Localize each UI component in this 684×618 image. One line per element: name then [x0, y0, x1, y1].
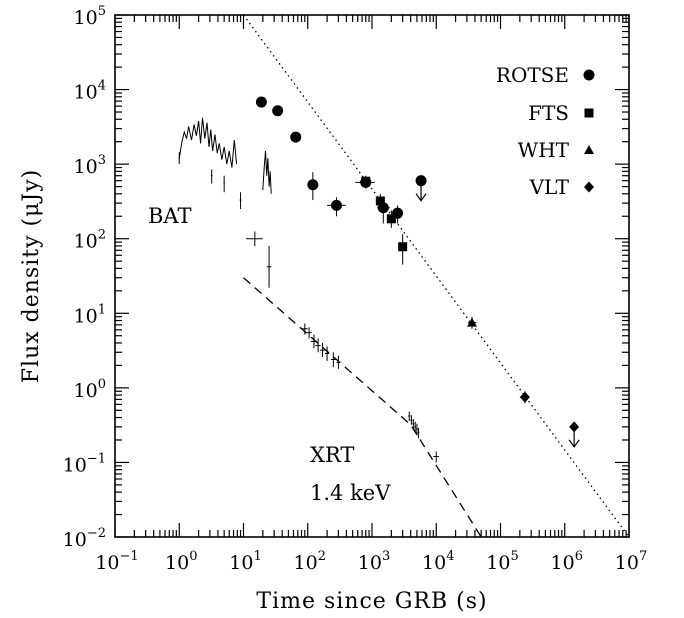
fts-point: [375, 193, 385, 212]
xrt-point: [324, 346, 330, 361]
x-tick-label: 106: [551, 549, 583, 574]
legend-label-wht: WHT: [518, 138, 570, 162]
wht-marker: [466, 317, 477, 327]
x-tick-label: 10−1: [95, 549, 138, 574]
y-tick-label: 101: [74, 302, 106, 327]
wht-series: [466, 316, 477, 329]
x-tick-label: 102: [294, 549, 326, 574]
rotse-point: [272, 105, 284, 117]
legend-marker-fts: [584, 108, 594, 118]
y-axis-title: Flux density (μJy): [19, 169, 44, 383]
rotse-point: [307, 172, 319, 201]
rotse-marker: [272, 105, 284, 117]
data-marks: [178, 96, 580, 463]
major-ticks: [114, 14, 630, 538]
x-axis-title: Time since GRB (s): [256, 589, 487, 614]
rotse-marker: [255, 96, 267, 108]
xrt-point: [306, 327, 312, 339]
x-tick-label: 100: [165, 549, 197, 574]
vlt-point: [519, 391, 530, 404]
fit-lines: [242, 14, 630, 538]
fts-marker: [398, 242, 408, 252]
bat-point: [210, 169, 213, 184]
xrt-point: [310, 334, 317, 349]
xrt-series: [301, 323, 439, 463]
x-tick-label: 105: [486, 549, 518, 574]
y-tick-label: 100: [74, 377, 106, 402]
bat-point: [266, 245, 272, 288]
vlt-upper-limit: [568, 421, 580, 448]
rotse-point: [290, 131, 302, 143]
rotse-upper-limit: [415, 175, 427, 202]
bat-light-curve: [262, 150, 272, 194]
legend-label-vlt: VLT: [529, 175, 570, 199]
legend: ROTSE FTS WHT VLT: [496, 63, 595, 199]
xrt-point: [330, 352, 336, 368]
rotse-point: [327, 197, 346, 217]
annotations: BAT XRT 1.4 keV: [148, 204, 391, 505]
legend-label-rotse: ROTSE: [496, 63, 569, 87]
fts-point: [398, 234, 408, 265]
xrt-label: XRT: [310, 443, 354, 467]
bat-label: BAT: [148, 204, 191, 228]
y-tick-label: 105: [74, 4, 106, 29]
rotse-upper-limit-arrowhead: [415, 193, 427, 202]
xrt-point: [408, 411, 411, 421]
bat-point: [246, 231, 263, 246]
fts-marker: [361, 176, 371, 186]
rotse-marker: [307, 179, 319, 191]
rotse-marker: [330, 199, 342, 211]
vlt-upper-limit-arrowhead: [568, 439, 580, 448]
xrt-point: [412, 419, 415, 430]
fts-marker: [386, 214, 396, 224]
fts-marker: [375, 196, 385, 206]
legend-marker-rotse: [583, 69, 595, 81]
legend-marker-wht: [584, 145, 594, 154]
y-tick-label: 10−2: [63, 526, 106, 551]
rotse-point: [255, 96, 267, 108]
x-tick-label: 103: [358, 549, 390, 574]
legend-marker-vlt: [584, 181, 594, 193]
plot-area: [114, 14, 630, 538]
plot-frame: [114, 14, 630, 538]
xrt-point: [433, 451, 439, 463]
y-tick-label: 10−1: [63, 451, 106, 476]
xrt-point: [336, 355, 341, 369]
xrt-point: [315, 338, 321, 353]
x-tick-labels: 10−1 100 101 102 103 104 105 106 107: [95, 549, 647, 574]
x-tick-label: 104: [422, 549, 454, 574]
xrt-point: [319, 342, 325, 357]
vlt-series: [519, 391, 580, 448]
bat-point: [178, 152, 180, 165]
xrt-point: [417, 427, 420, 439]
fit-line-dotted: [242, 14, 630, 538]
xrt-energy-label: 1.4 keV: [310, 481, 391, 505]
y-tick-label: 103: [74, 153, 106, 178]
y-tick-labels: 10−2 10−1 100 101 102 103 104 105: [63, 4, 106, 551]
x-tick-label: 107: [615, 549, 647, 574]
wht-point: [466, 316, 477, 329]
rotse-marker: [290, 131, 302, 143]
y-tick-label: 104: [74, 79, 106, 104]
bat-point: [223, 175, 225, 193]
x-tick-label: 101: [229, 549, 261, 574]
xrt-point: [416, 423, 418, 436]
fts-series: [359, 175, 408, 265]
legend-label-fts: FTS: [528, 101, 569, 125]
fts-point: [359, 175, 371, 187]
bat-point: [239, 192, 242, 210]
xrt-point: [414, 421, 417, 433]
xrt-point: [301, 323, 308, 335]
fts-point: [386, 210, 396, 228]
vlt-marker: [519, 391, 530, 403]
y-tick-label: 102: [74, 228, 106, 253]
bat-light-curve: [178, 117, 238, 168]
minor-ticks: [115, 15, 629, 537]
rotse-series: [255, 96, 427, 224]
bat-series: [178, 117, 272, 288]
xrt-point: [410, 415, 413, 425]
